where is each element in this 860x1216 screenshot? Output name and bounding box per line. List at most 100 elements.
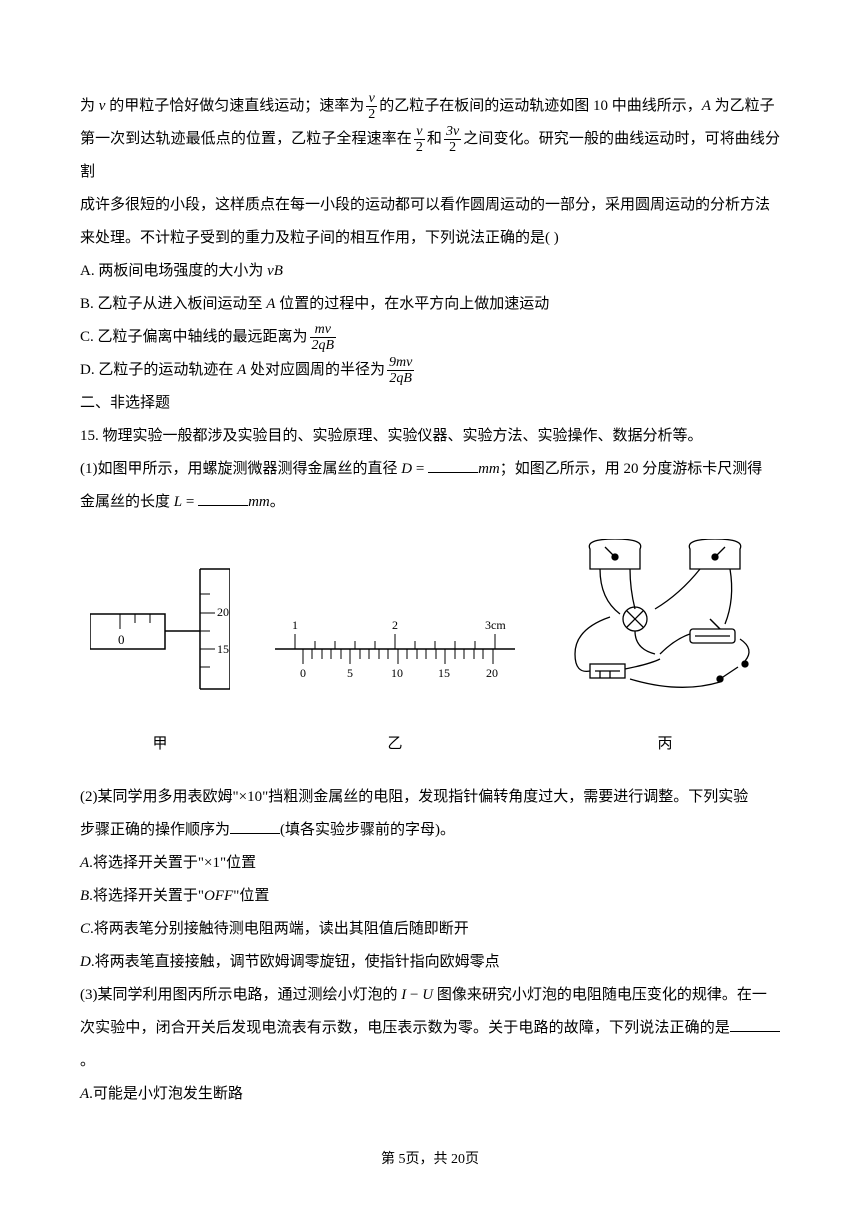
intro-line3: 成许多很短的小段，这样质点在每一小段的运动都可以看作圆周运动的一部分，采用圆周运… [80, 189, 780, 222]
t: − [406, 987, 422, 1003]
lbl: B [80, 888, 89, 904]
blank-L [198, 491, 248, 506]
var-A: A [702, 98, 711, 114]
intro-line1: 为 v 的甲粒子恰好做匀速直线运动；速率为v2的乙粒子在板间的运动轨迹如图 10… [80, 90, 780, 123]
den: 2qB [387, 371, 414, 386]
label-jia: 甲 [90, 728, 230, 761]
t: = [182, 494, 198, 510]
svg-text:10: 10 [391, 666, 403, 680]
frac: v2 [414, 124, 425, 156]
t: 步骤正确的操作顺序为 [80, 822, 230, 838]
t: 处对应圆周的半径为 [246, 362, 385, 378]
page-footer: 第 5页，共 20页 [0, 1145, 860, 1176]
page-num: 5 [399, 1152, 406, 1167]
frac: mv2qB [310, 322, 337, 354]
frac: 3v2 [444, 124, 461, 156]
t: A. 两板间电场强度的大小为 [80, 263, 267, 279]
section-title: 二、非选择题 [80, 387, 780, 420]
blank-fault [730, 1017, 780, 1032]
num: 3v [444, 124, 461, 140]
frac: 9mv2qB [387, 355, 414, 387]
t: 。 [270, 494, 285, 510]
q15-2-l1: (2)某同学用多用表欧姆"×10"挡粗测金属丝的电阻，发现指针偏转角度过大，需要… [80, 781, 780, 814]
t: (填各实验步骤前的字母)。 [280, 822, 455, 838]
intro-line2: 第一次到达轨迹最低点的位置，乙粒子全程速率在v2和3v2之间变化。研究一般的曲线… [80, 123, 780, 189]
q15-2-D: D.将两表笔直接接触，调节欧姆调零旋钮，使指针指向欧姆零点 [80, 946, 780, 979]
num: 9mv [387, 355, 414, 371]
unit: mm [248, 494, 270, 510]
num: v [366, 91, 377, 107]
blank-D [428, 458, 478, 473]
q15-3-l1: (3)某同学利用图丙所示电路，通过测绘小灯泡的 I − U 图像来研究小灯泡的电… [80, 979, 780, 1012]
svg-text:20: 20 [217, 605, 229, 619]
option-a: A. 两板间电场强度的大小为 vB [80, 255, 780, 288]
t: = [412, 461, 428, 477]
t: 次实验中，闭合开关后发现电流表有示数，电压表示数为零。关于电路的故障，下列说法正… [80, 1020, 730, 1036]
off: OFF [204, 888, 233, 904]
t: .将选择开关置于" [89, 888, 204, 904]
t: 位置的过程中，在水平方向上做加速运动 [275, 296, 549, 312]
t: .将选择开关置于"×1"位置 [89, 855, 256, 871]
label-bing: 丙 [560, 728, 770, 761]
t: (3)某同学利用图丙所示电路，通过测绘小灯泡的 [80, 987, 401, 1003]
svg-text:0: 0 [300, 666, 306, 680]
t: 和 [427, 131, 442, 147]
label-yi: 乙 [265, 728, 525, 761]
lbl: A [80, 855, 89, 871]
svg-text:0: 0 [118, 632, 125, 647]
svg-text:20: 20 [486, 666, 498, 680]
unit: mm [478, 461, 500, 477]
t: 金属丝的长度 [80, 494, 174, 510]
t: 为 [80, 98, 99, 114]
den: 2 [444, 140, 461, 155]
frac: v2 [366, 91, 377, 123]
q15-2-B: B.将选择开关置于"OFF"位置 [80, 880, 780, 913]
t: D. 乙粒子的运动轨迹在 [80, 362, 237, 378]
t: .可能是小灯泡发生断路 [89, 1086, 243, 1102]
micrometer-icon: 0 20 15 [90, 559, 230, 709]
var-U: U [422, 987, 433, 1003]
q15-2-C: C.将两表笔分别接触待测电阻两端，读出其阻值后随即断开 [80, 913, 780, 946]
t: 页，共 [406, 1152, 452, 1167]
t: B. 乙粒子从进入板间运动至 [80, 296, 266, 312]
svg-text:2: 2 [392, 618, 398, 632]
q15-2-l2: 步骤正确的操作顺序为 (填各实验步骤前的字母)。 [80, 814, 780, 847]
svg-text:5: 5 [347, 666, 353, 680]
var-vB: vB [267, 263, 283, 279]
svg-text:1: 1 [292, 618, 298, 632]
t: (1)如图甲所示，用螺旋测微器测得金属丝的直径 [80, 461, 401, 477]
svg-text:15: 15 [217, 642, 229, 656]
svg-text:15: 15 [438, 666, 450, 680]
q15-p1: (1)如图甲所示，用螺旋测微器测得金属丝的直径 D = mm；如图乙所示，用 2… [80, 453, 780, 486]
var-D: D [401, 461, 412, 477]
t: 第 [381, 1152, 399, 1167]
t: .将两表笔分别接触待测电阻两端，读出其阻值后随即断开 [90, 921, 469, 937]
q15-3-l2: 次实验中，闭合开关后发现电流表有示数，电压表示数为零。关于电路的故障，下列说法正… [80, 1012, 780, 1078]
figure-jia: 0 20 15 甲 [90, 559, 230, 761]
den: 2 [414, 140, 425, 155]
var-L: L [174, 494, 182, 510]
figure-bing: 丙 [560, 539, 770, 761]
t: C. 乙粒子偏离中轴线的最远距离为 [80, 329, 308, 345]
t: 图像来研究小灯泡的电阻随电压变化的规律。在一 [433, 987, 767, 1003]
option-b: B. 乙粒子从进入板间运动至 A 位置的过程中，在水平方向上做加速运动 [80, 288, 780, 321]
total-num: 20 [451, 1152, 465, 1167]
q15-2-A: A.将选择开关置于"×1"位置 [80, 847, 780, 880]
num: v [414, 124, 425, 140]
svg-text:3cm: 3cm [485, 618, 506, 632]
q15-3-A: A.可能是小灯泡发生断路 [80, 1078, 780, 1111]
lbl: A [80, 1086, 89, 1102]
blank-order [230, 819, 280, 834]
num: mv [310, 322, 337, 338]
figures-row: 0 20 15 甲 [80, 539, 780, 761]
t: 。 [80, 1053, 95, 1069]
circuit-icon [560, 539, 770, 709]
den: 2 [366, 107, 377, 122]
option-c: C. 乙粒子偏离中轴线的最远距离为mv2qB [80, 321, 780, 354]
t: 为乙粒子 [711, 98, 775, 114]
t: 的甲粒子恰好做匀速直线运动；速率为 [105, 98, 364, 114]
t: .将两表笔直接接触，调节欧姆调零旋钮，使指针指向欧姆零点 [91, 954, 500, 970]
q15-p1b: 金属丝的长度 L = mm。 [80, 486, 780, 519]
figure-yi: 1 2 3cm 0 5 10 [265, 609, 525, 761]
t: ；如图乙所示，用 20 分度游标卡尺测得 [500, 461, 763, 477]
